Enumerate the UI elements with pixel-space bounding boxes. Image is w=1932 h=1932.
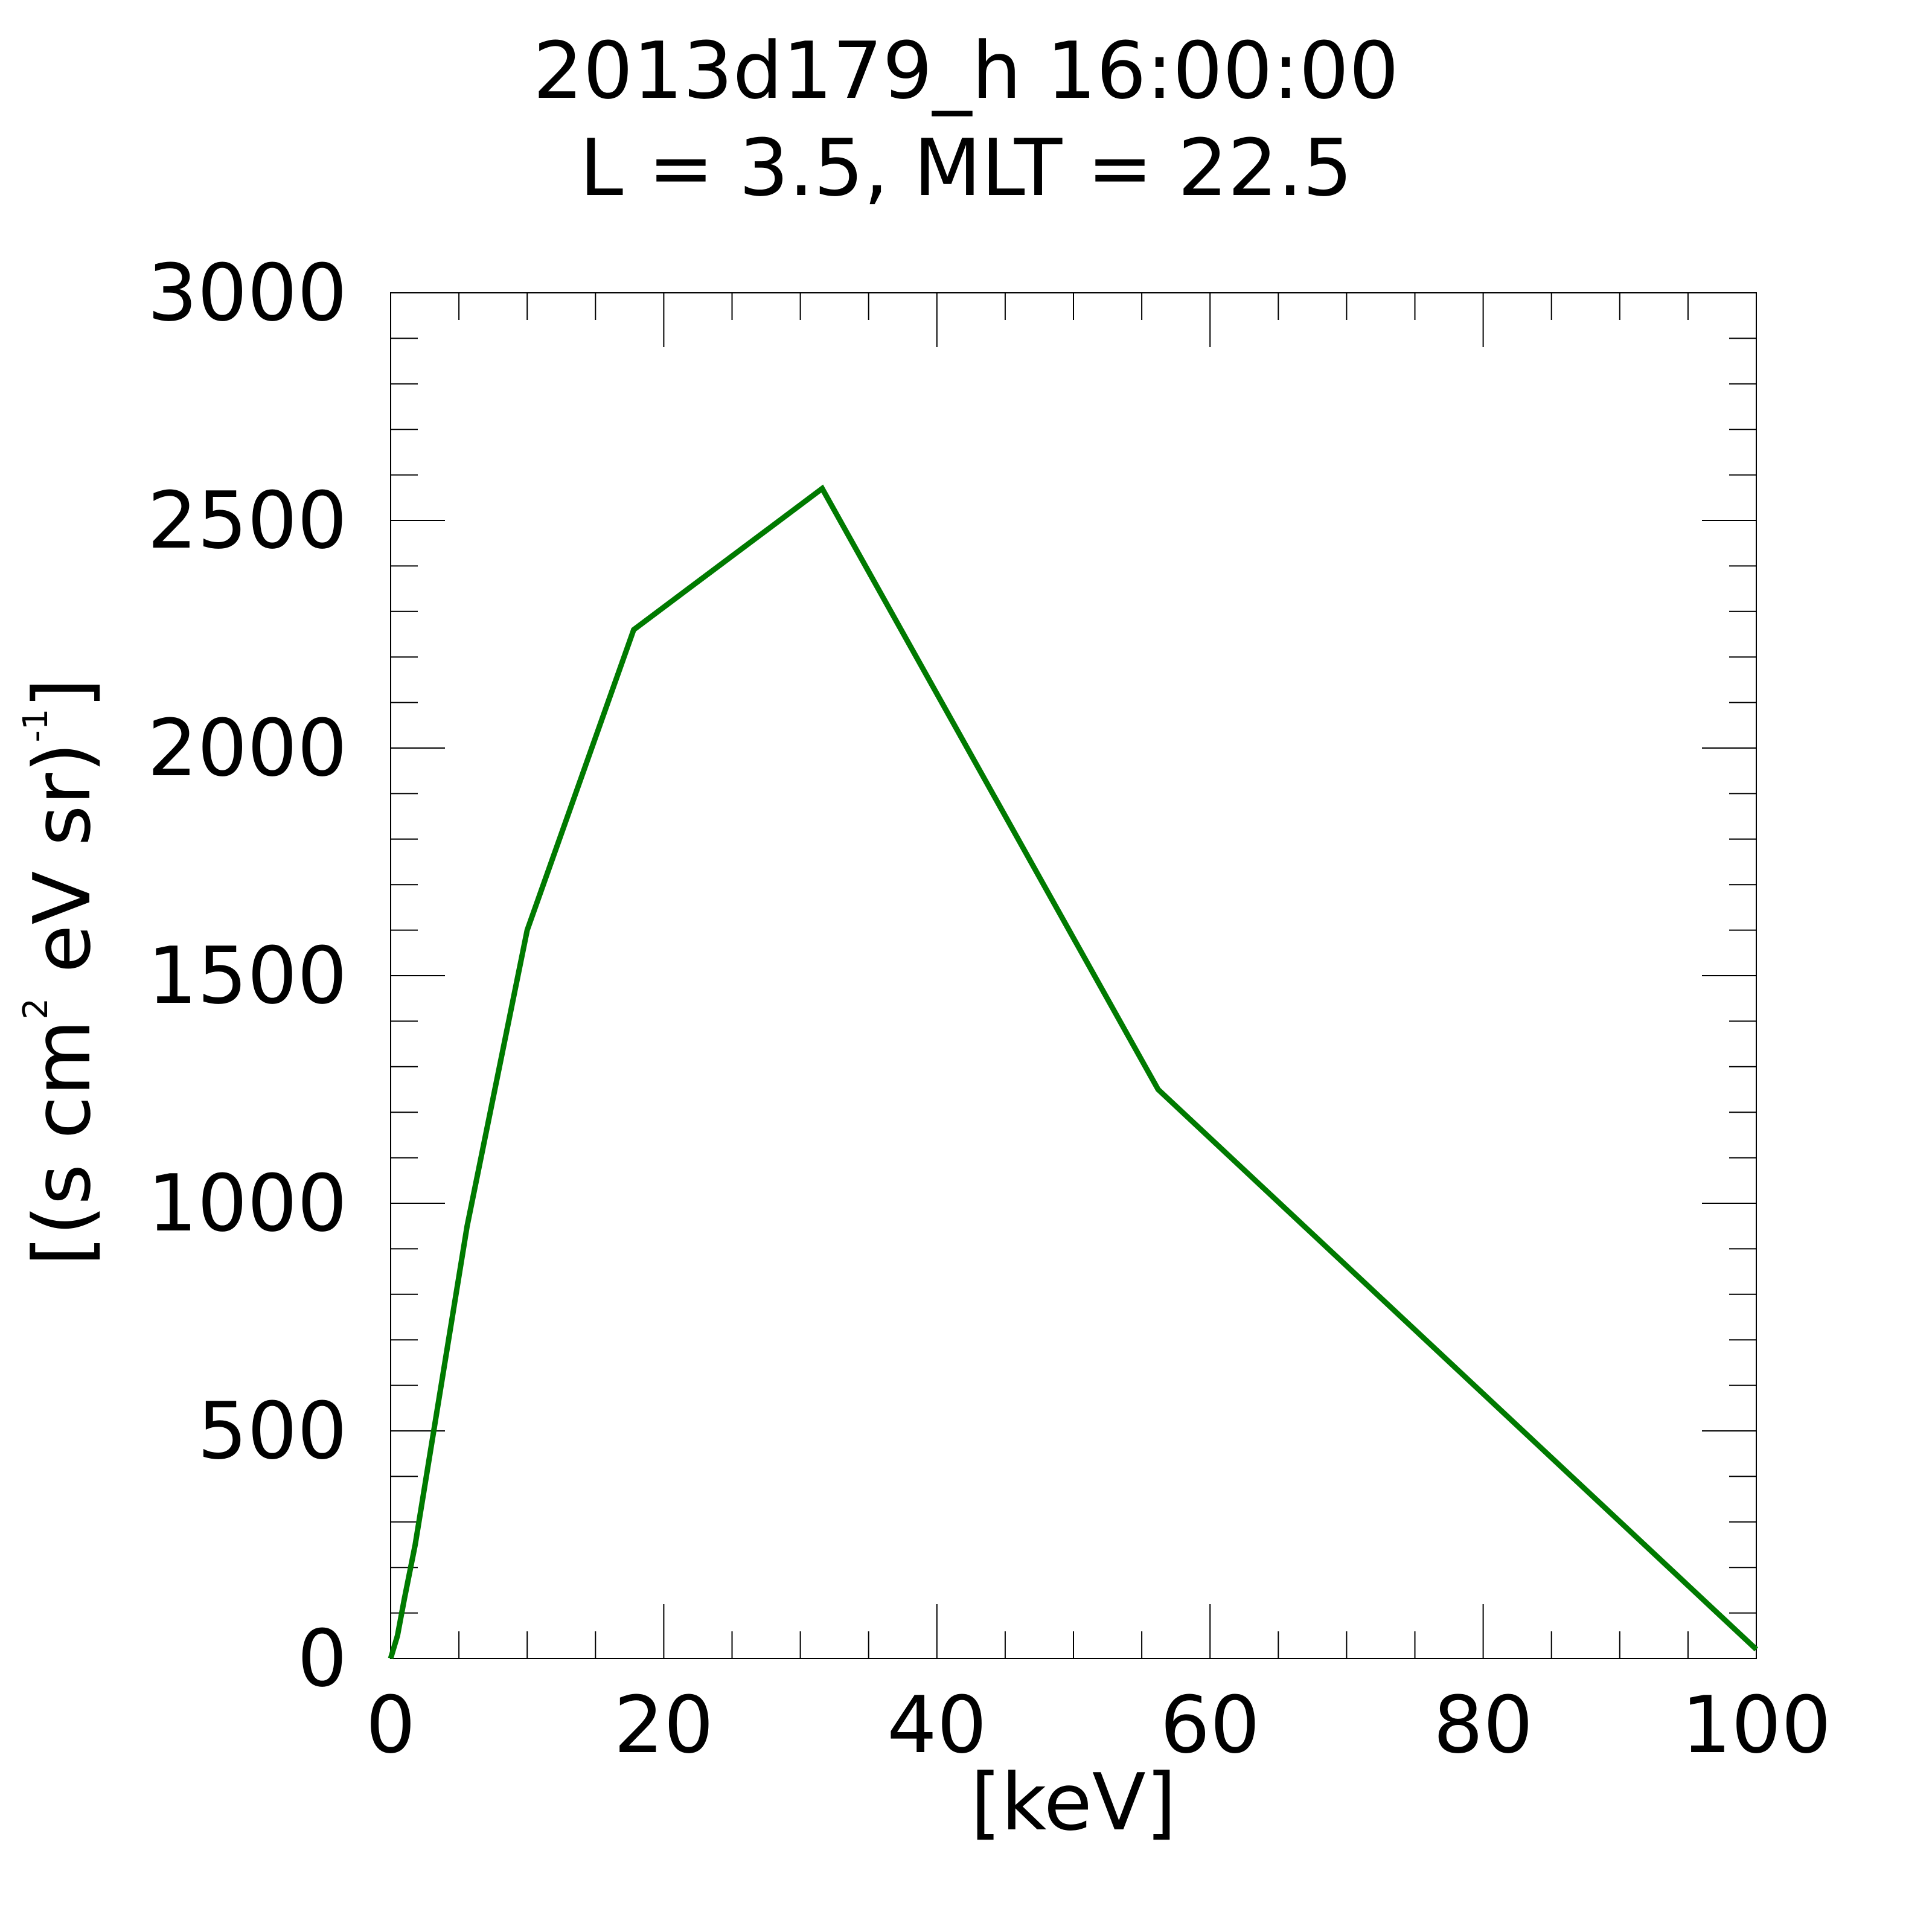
y-tick-label: 0 [297,1613,347,1704]
y-tick-label: 500 [197,1385,347,1477]
x-tick-label: 60 [1160,1679,1259,1771]
x-axis-label: [keV] [971,1756,1177,1848]
x-tick-labels: 0 20 40 60 80 100 [366,1679,1831,1771]
y-tick-label: 3000 [147,247,347,339]
y-tick-label: 1500 [147,930,347,1022]
x-tick-label: 80 [1433,1679,1533,1771]
x-tick-label: 20 [614,1679,714,1771]
y-tick-labels: 0 500 1000 1500 2000 2500 3000 [147,247,347,1704]
chart-subtitle: L = 3.5, MLT = 22.5 [580,122,1353,214]
x-tick-label: 0 [366,1679,416,1771]
y-tick-label: 2500 [147,475,347,566]
x-tick-label: 40 [887,1679,987,1771]
y-tick-label: 1000 [147,1157,347,1249]
axis-ticks [390,292,1757,1659]
y-tick-label: 2000 [147,702,347,794]
x-tick-label: 100 [1681,1679,1831,1771]
series-line [388,484,1759,1660]
plot-frame [390,292,1757,1659]
chart-title: 2013d179_h 16:00:00 [533,25,1399,117]
y-axis-label: [(s cm2 eV sr)-1] [16,678,108,1266]
